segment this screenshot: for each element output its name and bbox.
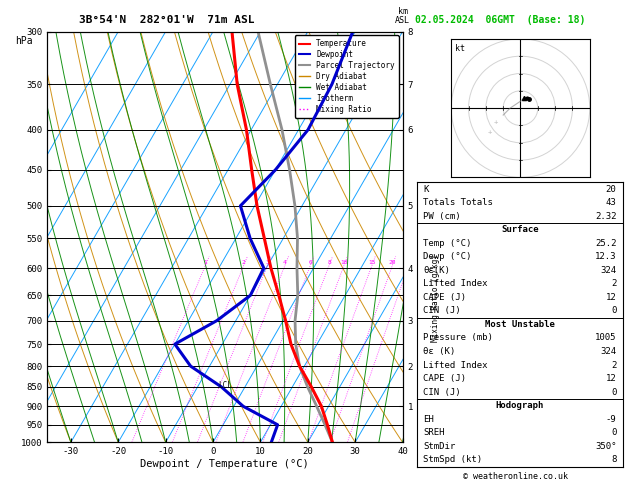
Text: 2: 2 xyxy=(611,361,616,369)
Text: 2: 2 xyxy=(611,279,616,288)
Text: 350°: 350° xyxy=(595,442,616,451)
Text: Mixing Ratio (g/kg): Mixing Ratio (g/kg) xyxy=(431,255,440,343)
Text: 02.05.2024  06GMT  (Base: 18): 02.05.2024 06GMT (Base: 18) xyxy=(415,15,586,25)
Text: km
ASL: km ASL xyxy=(395,7,410,25)
Text: 3: 3 xyxy=(265,260,269,265)
Text: 12: 12 xyxy=(606,293,616,302)
Text: kt: kt xyxy=(455,44,465,53)
Text: 4: 4 xyxy=(283,260,287,265)
Legend: Temperature, Dewpoint, Parcel Trajectory, Dry Adiabat, Wet Adiabat, Isotherm, Mi: Temperature, Dewpoint, Parcel Trajectory… xyxy=(295,35,399,118)
Text: 25.2: 25.2 xyxy=(595,239,616,248)
Text: 2.32: 2.32 xyxy=(595,211,616,221)
Text: 12: 12 xyxy=(606,374,616,383)
Text: CAPE (J): CAPE (J) xyxy=(423,374,466,383)
Text: CAPE (J): CAPE (J) xyxy=(423,293,466,302)
Text: 15: 15 xyxy=(369,260,376,265)
Text: Dewp (°C): Dewp (°C) xyxy=(423,252,472,261)
X-axis label: Dewpoint / Temperature (°C): Dewpoint / Temperature (°C) xyxy=(140,459,309,469)
Text: 43: 43 xyxy=(606,198,616,207)
Text: PW (cm): PW (cm) xyxy=(423,211,461,221)
Text: 20: 20 xyxy=(606,185,616,193)
Text: 324: 324 xyxy=(601,266,616,275)
Text: © weatheronline.co.uk: © weatheronline.co.uk xyxy=(464,472,568,481)
Text: CIN (J): CIN (J) xyxy=(423,388,461,397)
Text: 3B°54'N  282°01'W  71m ASL: 3B°54'N 282°01'W 71m ASL xyxy=(79,15,254,25)
Text: Hodograph: Hodograph xyxy=(496,401,544,410)
Text: Surface: Surface xyxy=(501,225,538,234)
Text: StmDir: StmDir xyxy=(423,442,455,451)
Text: Most Unstable: Most Unstable xyxy=(485,320,555,329)
Text: 20: 20 xyxy=(389,260,396,265)
Text: Lifted Index: Lifted Index xyxy=(423,279,487,288)
Text: hPa: hPa xyxy=(15,35,33,46)
Text: Pressure (mb): Pressure (mb) xyxy=(423,333,493,343)
Text: 0: 0 xyxy=(611,306,616,315)
Text: 2: 2 xyxy=(242,260,246,265)
Text: θε(K): θε(K) xyxy=(423,266,450,275)
Text: θε (K): θε (K) xyxy=(423,347,455,356)
Text: +: + xyxy=(487,129,491,136)
Text: +: + xyxy=(494,119,498,125)
Text: 6: 6 xyxy=(309,260,313,265)
Text: 0: 0 xyxy=(611,388,616,397)
Text: Lifted Index: Lifted Index xyxy=(423,361,487,369)
Text: StmSpd (kt): StmSpd (kt) xyxy=(423,455,482,464)
Text: 1: 1 xyxy=(204,260,208,265)
Text: LCL: LCL xyxy=(218,381,231,390)
Text: 8: 8 xyxy=(611,455,616,464)
Text: CIN (J): CIN (J) xyxy=(423,306,461,315)
Text: EH: EH xyxy=(423,415,434,424)
Text: -9: -9 xyxy=(606,415,616,424)
Text: K: K xyxy=(423,185,428,193)
Text: 324: 324 xyxy=(601,347,616,356)
Text: Totals Totals: Totals Totals xyxy=(423,198,493,207)
Text: SREH: SREH xyxy=(423,428,445,437)
Text: 1005: 1005 xyxy=(595,333,616,343)
Text: 8: 8 xyxy=(327,260,331,265)
Text: 0: 0 xyxy=(611,428,616,437)
Text: 12.3: 12.3 xyxy=(595,252,616,261)
Text: 10: 10 xyxy=(340,260,348,265)
Text: Temp (°C): Temp (°C) xyxy=(423,239,472,248)
